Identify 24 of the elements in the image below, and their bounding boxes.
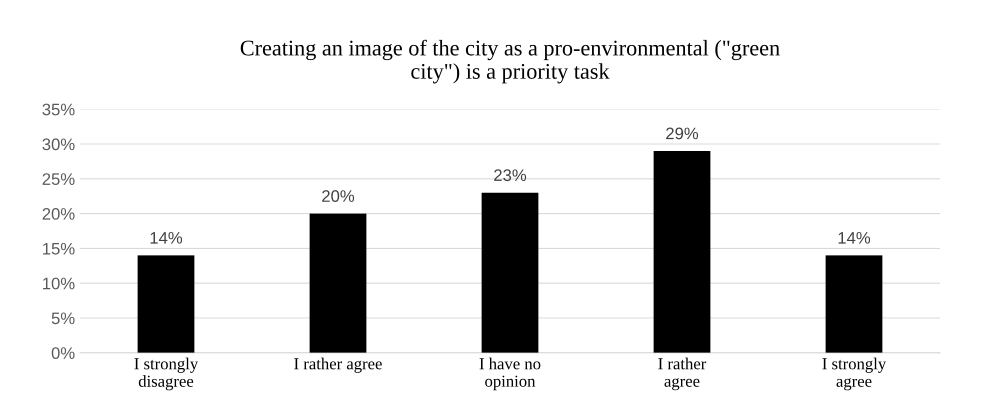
data-label: 29% — [666, 128, 698, 140]
y-tick-label: 30% — [42, 138, 75, 150]
y-tick-label: 35% — [42, 104, 75, 116]
bar — [654, 150, 710, 353]
y-tick-label: 0% — [52, 347, 75, 360]
x-tick-label: I strongly agree — [822, 358, 886, 390]
x-tick-label: I rather agree — [658, 358, 706, 390]
data-label: 14% — [150, 232, 182, 244]
y-tick-label: 20% — [42, 208, 75, 220]
x-tick-label: I strongly disagree — [134, 358, 198, 390]
x-tick-label: I have no opinion — [480, 358, 540, 390]
y-tick-label: 5% — [52, 312, 75, 324]
data-label: 20% — [322, 190, 354, 202]
data-label: 14% — [838, 232, 870, 244]
x-tick-label: I rather agree — [294, 358, 382, 373]
y-tick-label: 15% — [43, 242, 75, 255]
chart-title: Creating an image of the city as a pro-environmental ("green city") is a priority task — [240, 40, 780, 84]
bar — [482, 192, 538, 353]
data-label: 23% — [494, 169, 526, 182]
bar — [826, 255, 882, 353]
y-tick-label: 10% — [43, 278, 75, 290]
y-tick-label: 25% — [42, 173, 75, 186]
bar — [310, 214, 366, 353]
bar — [138, 255, 194, 353]
